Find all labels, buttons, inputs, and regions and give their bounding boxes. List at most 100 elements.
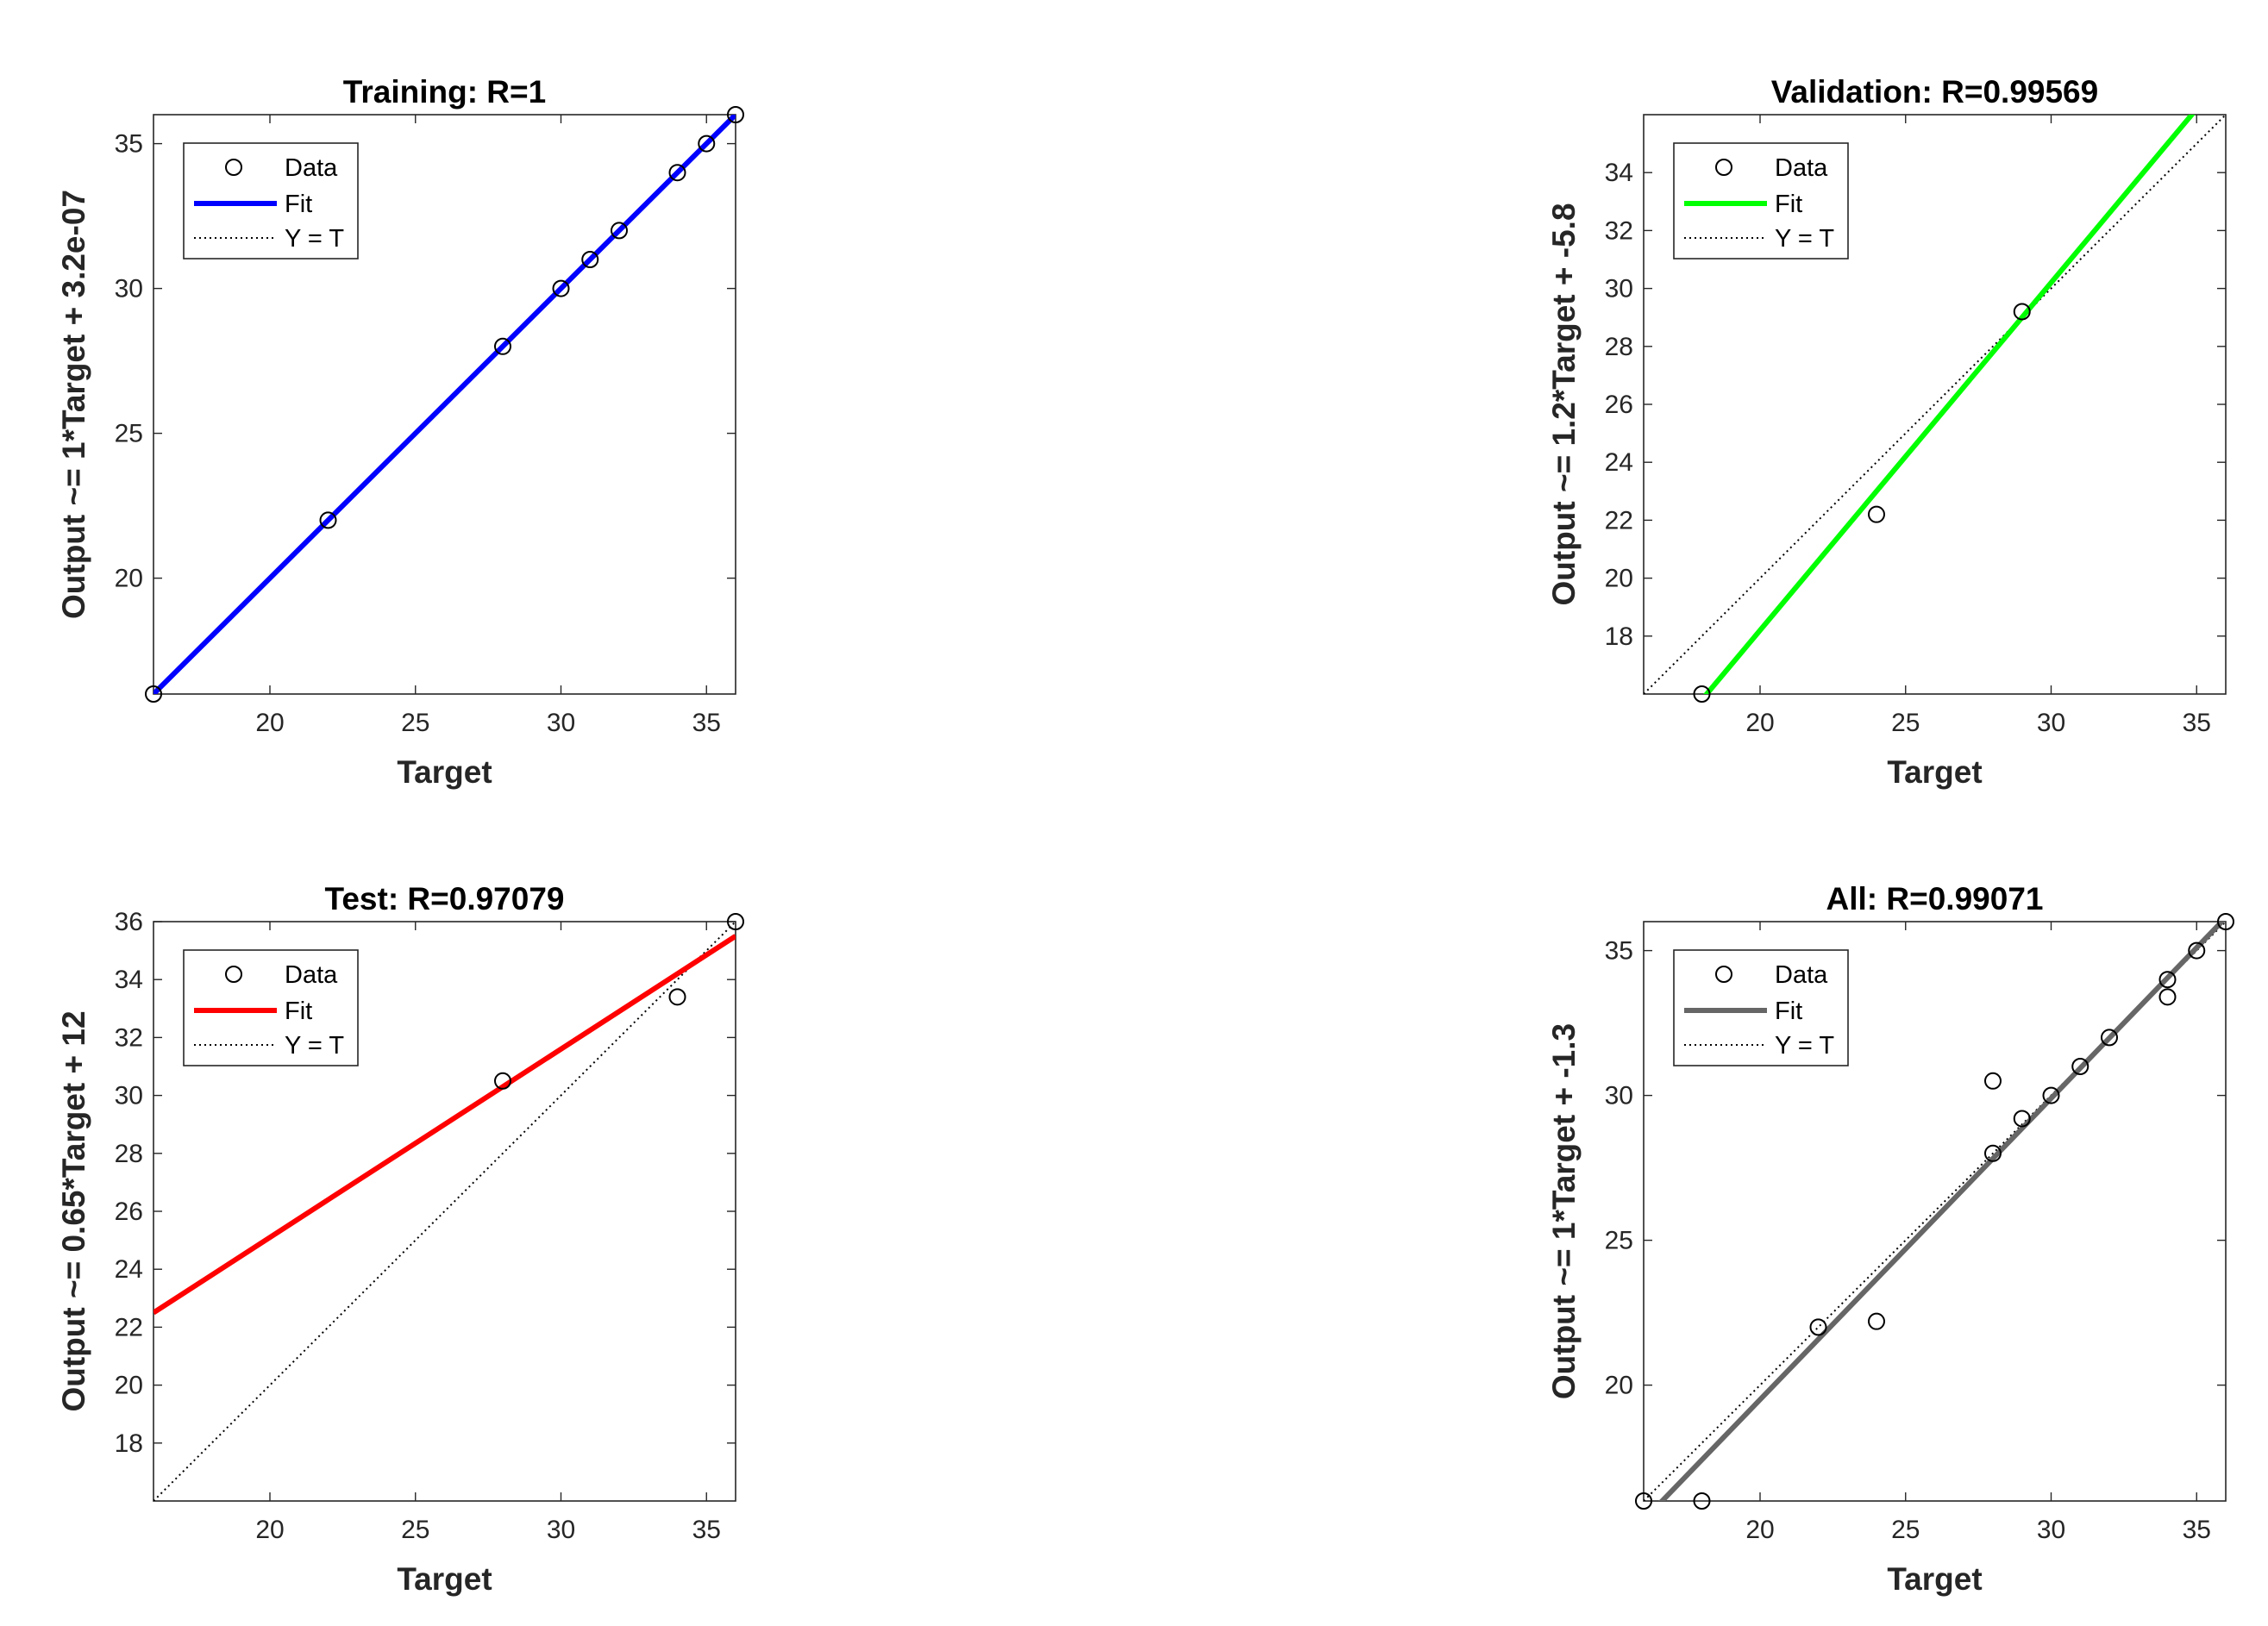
x-tick-label: 20 [255,1516,284,1544]
y-tick-label: 36 [115,908,143,936]
fit-line [153,115,736,694]
x-tick-label: 20 [1745,709,1774,737]
y-tick-label: 25 [115,420,143,448]
data-point [2013,303,2031,321]
data-point [581,251,599,268]
y-tick-label: 34 [1605,159,1633,187]
legend-label: Data [1775,154,1828,182]
x-tick-label: 20 [255,709,284,737]
data-point [1868,1312,1885,1330]
legend-label: Data [285,961,338,989]
plot-title: Validation: R=0.99569 [1771,74,2098,109]
x-tick-label: 25 [401,1516,429,1544]
data-point [2217,913,2234,930]
data-point [1984,1072,2002,1090]
plot-title: Test: R=0.97079 [324,881,564,916]
y-tick-label: 25 [1605,1227,1633,1255]
regression-panel-1: 20 25 30 35 20 25 30 35 Data Fit Y = T Training: R=… [56,74,744,790]
data-point [1868,505,1885,523]
plot-title: Training: R=1 [343,74,546,109]
legend-label: Y = T [285,1032,344,1060]
y-axis-label: Output ~= 1*Target + -1.3 [1546,1023,1582,1399]
data-point [319,511,337,529]
fit-line [1658,922,2226,1501]
y-tick-label: 32 [1605,216,1633,245]
regression-panel-2: 20 25 30 35 18 20 22 24 26 28 30 32 34 Data Fit Y = T Va… [1546,74,2227,790]
plot-title: All: R=0.99071 [1826,881,2044,916]
y-axis-label: Output ~= 1.2*Target + -5.8 [1546,203,1582,605]
y-tick-label: 32 [115,1023,143,1052]
data-point [2071,1058,2089,1075]
y-tick-label: 24 [115,1255,143,1284]
legend-label: Fit [285,191,312,218]
legend-label: Fit [285,997,312,1025]
x-tick-label: 25 [1891,1516,1920,1544]
legend-label: Data [285,154,338,182]
data-point [2188,941,2206,960]
x-tick-label: 35 [2183,1516,2211,1544]
legend-label: Y = T [1775,225,1834,253]
y-tick-label: 20 [115,565,143,593]
legend-data-marker [225,159,242,176]
data-point [145,685,162,703]
data-point [2101,1029,2118,1047]
data-point [727,106,744,123]
x-tick-label: 25 [401,709,429,737]
x-tick-label: 30 [547,1516,575,1544]
data-point [2158,971,2177,989]
y-tick-label: 22 [115,1313,143,1341]
y-tick-label: 24 [1605,448,1633,477]
y-tick-label: 30 [115,1082,143,1110]
y-tick-label: 22 [1605,506,1633,535]
data-point [2158,988,2177,1006]
x-tick-label: 30 [2037,1516,2065,1544]
x-tick-label: 20 [1745,1516,1774,1544]
data-point [494,1072,511,1090]
x-axis-label: Target [1887,1561,1982,1597]
regression-panel-3: 20 25 30 35 18 20 22 24 26 28 30 32 34 36 Data Fit Y = T… [56,881,744,1597]
data-point [2013,1110,2031,1128]
y-tick-label: 26 [1605,391,1633,419]
regression-panel-4: 20 25 30 35 20 25 30 35 Data Fit Y = T All: R=0.990… [1546,881,2234,1597]
x-tick-label: 35 [692,1516,721,1544]
data-point [1693,685,1711,703]
x-axis-label: Target [397,754,492,790]
y-tick-label: 20 [115,1372,143,1400]
y-tick-label: 26 [115,1198,143,1226]
y-tick-label: 18 [115,1429,143,1458]
identity-line [153,922,736,1501]
data-point [1635,1492,1652,1510]
data-point [494,337,511,355]
x-tick-label: 35 [692,709,721,737]
y-tick-label: 20 [1605,565,1633,593]
x-tick-label: 30 [2037,709,2065,737]
x-tick-label: 35 [2183,709,2211,737]
fit-line [1703,115,2196,694]
legend-label: Data [1775,961,1828,989]
data-point [727,913,744,930]
y-tick-label: 30 [1605,1082,1633,1110]
legend-data-marker [1715,966,1732,983]
y-tick-label: 20 [1605,1372,1633,1400]
y-tick-label: 34 [115,966,143,994]
fit-line [153,934,736,1316]
x-axis-label: Target [1887,754,1982,790]
y-tick-label: 30 [115,275,143,303]
y-tick-label: 28 [115,1140,143,1168]
legend-label: Y = T [1775,1032,1834,1060]
y-tick-label: 28 [1605,333,1633,361]
legend-data-marker [1715,159,1732,176]
data-point [552,279,570,297]
identity-line [1644,115,2226,694]
data-point [611,222,628,240]
data-point [2042,1086,2060,1104]
legend-data-marker [225,966,242,983]
data-point [698,134,716,153]
x-axis-label: Target [397,1561,492,1597]
data-point [668,988,686,1006]
data-point [1809,1318,1827,1336]
y-tick-label: 18 [1605,622,1633,651]
x-tick-label: 25 [1891,709,1920,737]
legend-label: Fit [1775,191,1802,218]
